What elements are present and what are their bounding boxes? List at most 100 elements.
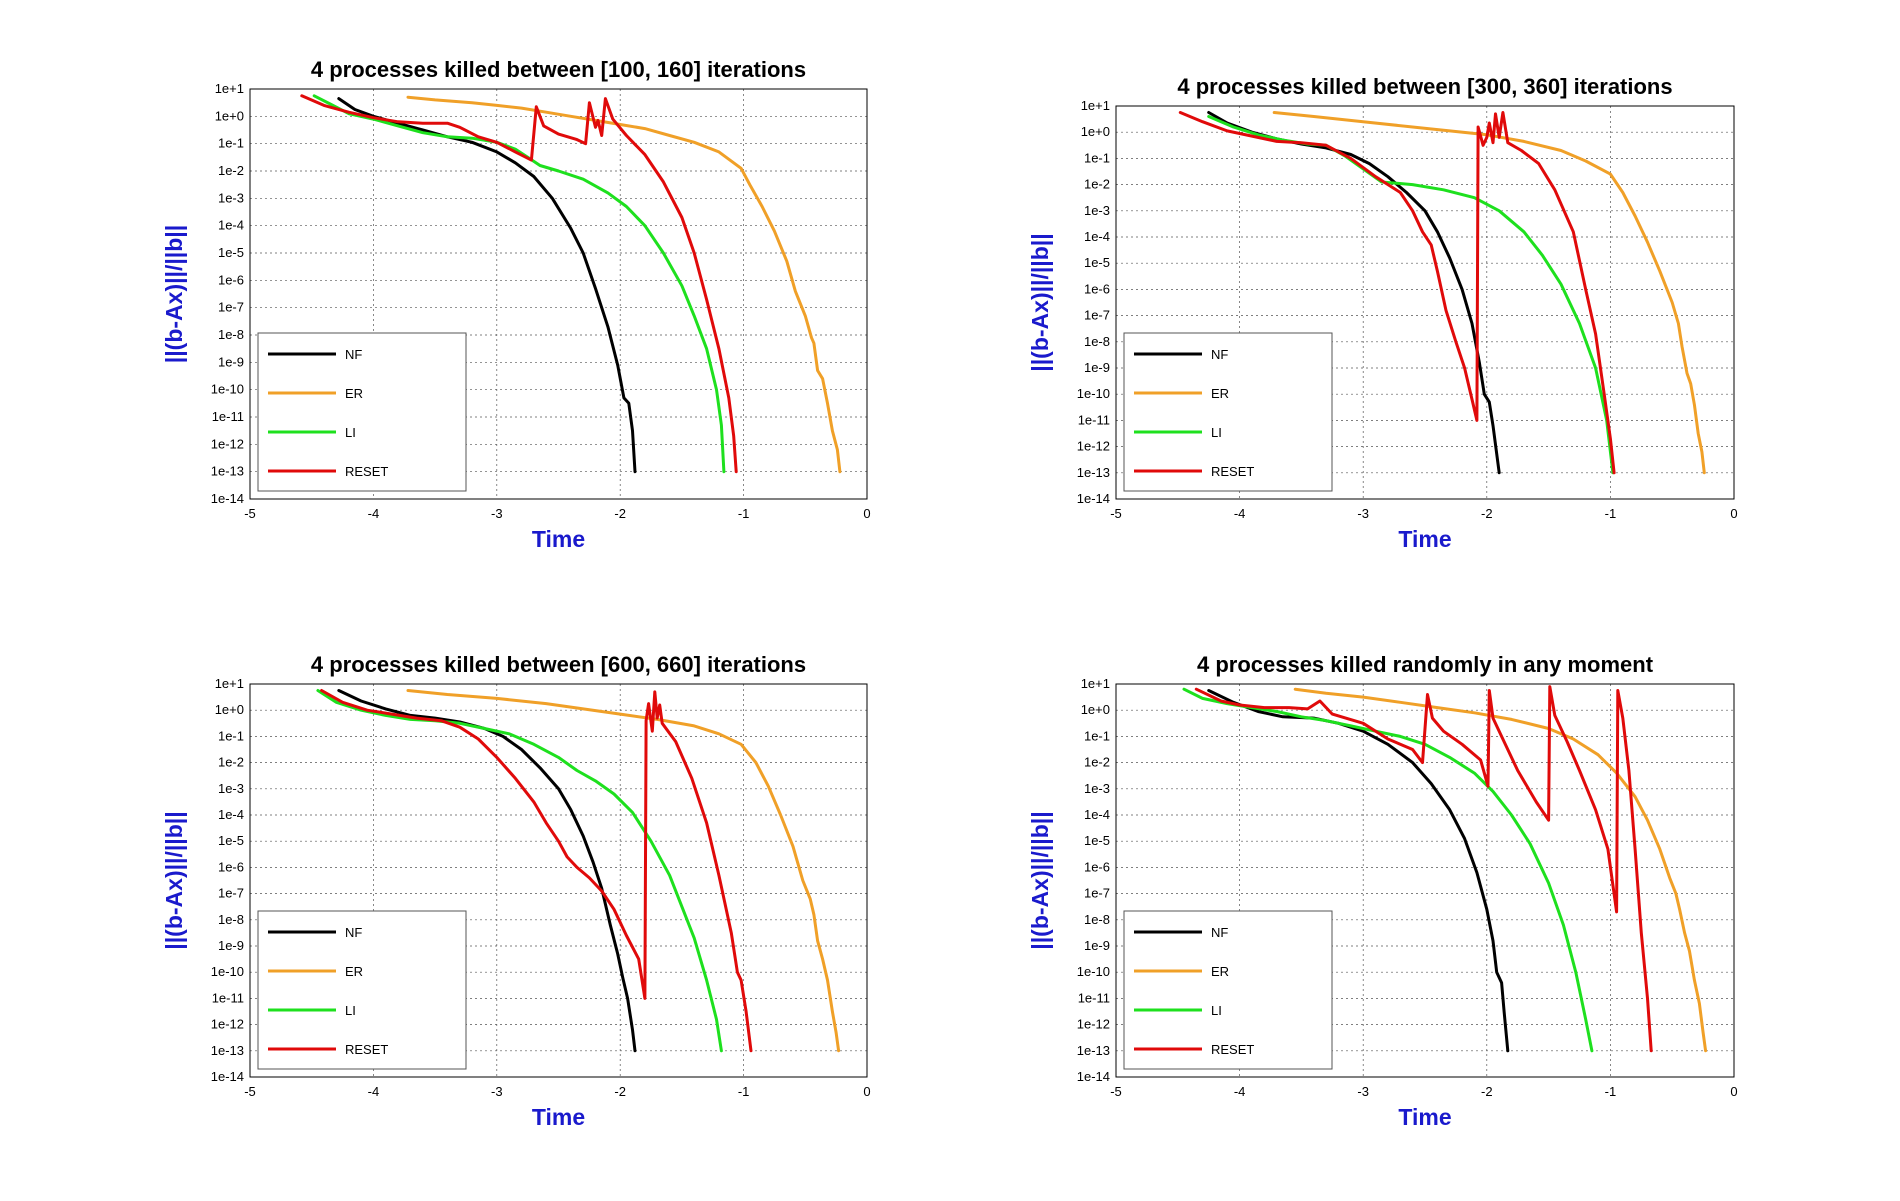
chart-title: 4 processes killed between [100, 160] it… — [311, 57, 806, 82]
y-tick-label: 1e-11 — [212, 990, 244, 1005]
series-line-nf — [337, 97, 637, 474]
legend-label-er: ER — [1211, 386, 1229, 401]
chart-panel-1: -5 -4 -3 -2 -1 0 1e+1 1e+0 1e-1 1e-2 1e-3 1e-4 1e-5 1… — [161, 57, 871, 552]
y-tick-label: 1e-3 — [1084, 203, 1110, 218]
legend-box — [257, 910, 467, 1070]
y-tick-label: 1e+0 — [1081, 124, 1110, 139]
legend-label-er: ER — [345, 386, 363, 401]
y-tick-label: 1e-8 — [218, 327, 244, 342]
series-line-er — [406, 689, 841, 1053]
x-tick-label: 0 — [1730, 1084, 1737, 1099]
series-line-reset — [1194, 685, 1653, 1053]
legend-label-reset: RESET — [1211, 1042, 1254, 1057]
x-tick-label: -3 — [1357, 1084, 1369, 1099]
y-tick-label: 1e+1 — [215, 81, 244, 96]
series-line-er — [1272, 111, 1706, 475]
chart-panel-2: -5 -4 -3 -2 -1 0 1e+1 1e+0 1e-1 1e-2 1e-3 1e-4 1e-5 1… — [1027, 74, 1738, 552]
x-tick-label: -4 — [368, 506, 380, 521]
y-tick-label: 1e-5 — [1084, 255, 1110, 270]
chart-title: 4 processes killed between [300, 360] it… — [1177, 74, 1672, 99]
x-tick-label: -2 — [614, 506, 626, 521]
x-tick-label: -1 — [738, 506, 750, 521]
legend-box — [1123, 332, 1333, 492]
x-axis-label: Time — [532, 1104, 585, 1130]
y-tick-label: 1e-6 — [1084, 281, 1110, 296]
y-tick-label: 1e-5 — [218, 833, 244, 848]
series-line-reset — [320, 689, 753, 1053]
y-tick-label: 1e-7 — [1084, 886, 1110, 901]
y-tick-label: 1e-1 — [1084, 728, 1110, 743]
y-tick-label: 1e-2 — [218, 755, 244, 770]
legend-label-er: ER — [345, 964, 363, 979]
y-tick-label: 1e-13 — [1077, 1043, 1110, 1058]
y-tick-label: 1e-4 — [218, 807, 244, 822]
y-tick-label: 1e-11 — [1078, 412, 1110, 427]
x-tick-label: -4 — [1234, 506, 1246, 521]
legend-label-reset: RESET — [345, 1042, 388, 1057]
series-line-reset — [1178, 111, 1616, 475]
legend: NF ER LI RESET — [1123, 332, 1333, 492]
legend-label-reset: RESET — [1211, 464, 1254, 479]
y-tick-label: 1e-2 — [1084, 755, 1110, 770]
y-tick-label: 1e-13 — [1077, 465, 1110, 480]
y-tick-label: 1e-6 — [218, 272, 244, 287]
y-tick-label: 1e+0 — [215, 108, 244, 123]
y-tick-label: 1e-14 — [1077, 491, 1110, 506]
y-tick-label: 1e-11 — [1078, 990, 1110, 1005]
y-tick-label: 1e-4 — [218, 218, 244, 233]
y-tick-label: 1e-6 — [1084, 859, 1110, 874]
legend: NF ER LI RESET — [257, 332, 467, 492]
y-tick-label: 1e-12 — [1077, 1017, 1110, 1032]
x-tick-label: -2 — [614, 1084, 626, 1099]
x-axis-label: Time — [1398, 1104, 1451, 1130]
legend-label-nf: NF — [1211, 925, 1228, 940]
y-tick-label: 1e-1 — [1084, 150, 1110, 165]
x-tick-label: -2 — [1481, 506, 1493, 521]
legend-label-li: LI — [1211, 425, 1222, 440]
legend: NF ER LI RESET — [257, 910, 467, 1070]
legend-label-reset: RESET — [345, 464, 388, 479]
x-tick-label: -4 — [368, 1084, 380, 1099]
chart-panel-3: -5 -4 -3 -2 -1 0 1e+1 1e+0 1e-1 1e-2 1e-3 1e-4 1e-5 1… — [161, 652, 871, 1130]
y-tick-label: 1e-8 — [1084, 334, 1110, 349]
y-tick-label: 1e-7 — [218, 886, 244, 901]
y-tick-label: 1e+1 — [1081, 676, 1110, 691]
series-line-er — [1293, 687, 1708, 1053]
y-tick-label: 1e-1 — [218, 728, 244, 743]
y-tick-label: 1e-12 — [1077, 439, 1110, 454]
y-tick-label: 1e-12 — [211, 1017, 244, 1032]
x-axis-label: Time — [532, 526, 585, 552]
y-tick-label: 1e-9 — [1084, 360, 1110, 375]
plot-area — [249, 88, 868, 500]
y-tick-label: 1e-10 — [211, 382, 244, 397]
y-tick-label: 1e+0 — [215, 702, 244, 717]
legend-label-li: LI — [345, 1003, 356, 1018]
y-tick-label: 1e-8 — [218, 912, 244, 927]
plot-area — [1115, 105, 1735, 500]
y-tick-label: 1e-13 — [211, 1043, 244, 1058]
series-line-reset — [300, 94, 738, 474]
y-tick-label: 1e-12 — [211, 436, 244, 451]
y-tick-label: 1e+0 — [1081, 702, 1110, 717]
y-tick-label: 1e-3 — [1084, 781, 1110, 796]
x-tick-label: -5 — [1110, 506, 1122, 521]
x-tick-label: 0 — [863, 506, 870, 521]
y-tick-label: 1e-7 — [1084, 308, 1110, 323]
y-tick-label: 1e-4 — [1084, 807, 1110, 822]
x-tick-label: -3 — [491, 506, 503, 521]
x-tick-label: 0 — [863, 1084, 870, 1099]
y-axis-label: ||(b-Ax)||/||b|| — [161, 811, 187, 949]
x-tick-label: -3 — [491, 1084, 503, 1099]
y-tick-label: 1e-9 — [1084, 938, 1110, 953]
plot-area — [1115, 683, 1735, 1078]
y-tick-label: 1e-14 — [211, 491, 244, 506]
legend-label-er: ER — [1211, 964, 1229, 979]
x-tick-label: -2 — [1481, 1084, 1493, 1099]
x-tick-label: -1 — [738, 1084, 750, 1099]
x-tick-label: 0 — [1730, 506, 1737, 521]
y-axis-label: ||(b-Ax)||/||b|| — [161, 225, 187, 363]
legend-box — [1123, 910, 1333, 1070]
y-tick-label: 1e+1 — [1081, 98, 1110, 113]
y-tick-label: 1e-11 — [212, 409, 244, 424]
